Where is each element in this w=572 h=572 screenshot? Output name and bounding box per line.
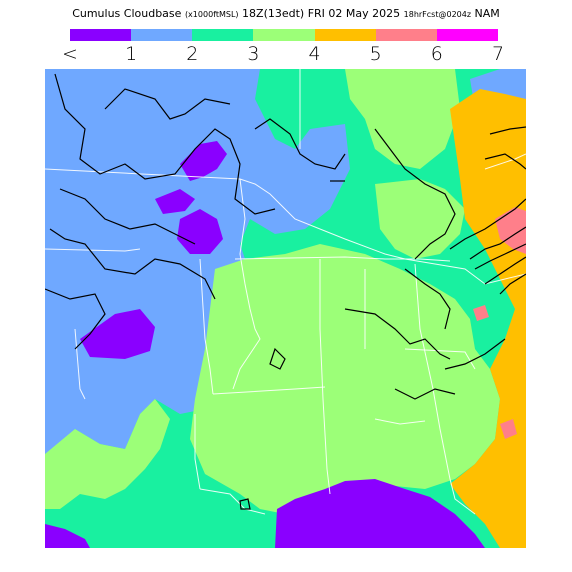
field-lt1-southwest — [45, 524, 90, 548]
legend-swatch-3 — [253, 29, 315, 41]
field-c5-patch-2 — [473, 305, 489, 321]
field-c3-east-band — [375, 179, 465, 259]
legend-label-4: 4 — [308, 43, 321, 65]
field-c3-southwest — [45, 399, 170, 509]
field-lt1-patch-3 — [177, 209, 223, 254]
contour-lines — [45, 73, 526, 510]
state-boundaries — [45, 69, 526, 515]
field-lt1-patch-1 — [180, 141, 227, 181]
map-svg — [45, 69, 526, 548]
field-c3-north — [345, 69, 460, 169]
title-main: Cumulus Cloudbase — [72, 7, 182, 20]
map-title: Cumulus Cloudbase (x1000ftMSL) 18Z(13edt… — [0, 7, 572, 20]
color-legend-labels: <1 2 3 4 5 6 7 — [0, 43, 572, 65]
color-legend-bar — [70, 29, 498, 41]
legend-label-5: 5 — [369, 43, 382, 65]
title-fcst: 18hrFcst@0204z — [403, 10, 472, 19]
legend-swatch-0 — [70, 29, 132, 41]
field-lt1-patch-4 — [80, 309, 155, 359]
legend-swatch-6 — [436, 29, 498, 41]
title-model: NAM — [474, 7, 500, 20]
legend-label-7: 7 — [491, 43, 505, 65]
legend-label-1: 1 — [125, 43, 138, 65]
field-lt1-gulf — [275, 479, 485, 548]
legend-swatch-5 — [375, 29, 437, 41]
field-c3-central — [190, 244, 500, 514]
field-c5-patch-1 — [495, 207, 526, 254]
title-unit: (x1000ftMSL) — [184, 10, 239, 19]
legend-label-6: 6 — [430, 43, 443, 65]
legend-label-0: < — [62, 43, 78, 65]
field-c5-patch-3 — [500, 419, 517, 439]
legend-swatch-2 — [192, 29, 254, 41]
title-time: 18Z(13edt) FRI 02 May 2025 — [242, 7, 401, 20]
field-lt1-patch-2 — [155, 189, 195, 214]
legend-label-3: 3 — [247, 43, 260, 65]
legend-swatch-1 — [131, 29, 193, 41]
cloudbase-map — [45, 69, 526, 548]
legend-label-2: 2 — [186, 43, 199, 65]
legend-swatch-4 — [314, 29, 376, 41]
